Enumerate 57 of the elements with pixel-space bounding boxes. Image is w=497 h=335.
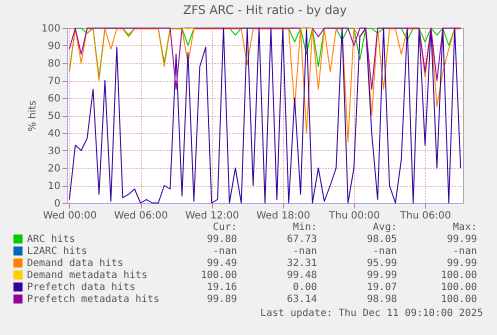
text: Cur:: [212, 222, 237, 233]
x-tick-label: Wed 06:00: [114, 210, 168, 222]
text: 98.05: [366, 234, 397, 245]
y-tick-label: 100: [41, 24, 60, 34]
y-axis-title: % hits: [27, 100, 38, 132]
x-tick-label: Wed 00:00: [42, 210, 97, 222]
text: 32.31: [286, 258, 317, 269]
text: Min:: [292, 222, 317, 233]
text: 0.00: [292, 282, 317, 293]
text: -nan: [452, 246, 477, 257]
y-tick-label: 60: [48, 94, 60, 104]
text: 100.00: [440, 270, 477, 281]
text: 67.73: [286, 234, 317, 245]
legend-label: Demand data hits: [27, 258, 124, 269]
text: 100.00: [440, 294, 477, 305]
y-tick-label: 20: [48, 164, 60, 174]
text: 100.00: [200, 270, 237, 281]
legend-label: Demand metadata hits: [27, 270, 148, 281]
text: Avg:: [372, 222, 397, 233]
y-tick-label: 0: [54, 198, 60, 210]
text: 99.49: [206, 258, 237, 269]
y-tick-label: 90: [48, 41, 60, 52]
y-tick-label: 70: [48, 76, 60, 87]
line-series: [68, 28, 462, 142]
text: -nan: [212, 246, 237, 257]
text: 19.16: [206, 282, 237, 293]
legend-label: ARC hits: [27, 234, 76, 245]
legend-label: Prefetch metadata hits: [27, 294, 160, 305]
text: -nan: [292, 246, 317, 257]
line-series: [68, 28, 462, 204]
text: 99.80: [206, 234, 237, 245]
text: 98.98: [366, 294, 397, 305]
text: 99.99: [446, 234, 477, 245]
x-tick-label: Thu 06:00: [399, 210, 451, 222]
text: 100.00: [440, 282, 477, 293]
text: 19.07: [366, 282, 397, 293]
legend-label: L2ARC hits: [27, 246, 88, 257]
y-tick-label: 80: [48, 58, 60, 70]
text: Max:: [452, 222, 477, 233]
y-tick-label: 10: [48, 181, 60, 192]
y-tick-label: 30: [48, 146, 60, 157]
text: 99.99: [446, 258, 477, 269]
text: 99.99: [366, 270, 397, 281]
line-series: [68, 28, 462, 90]
text: 99.48: [286, 270, 317, 281]
x-tick-label: Thu 00:00: [328, 210, 380, 222]
text: 99.89: [206, 294, 237, 305]
text: 63.14: [286, 294, 317, 305]
x-tick-label: Wed 12:00: [185, 210, 240, 222]
y-tick-label: 40: [48, 128, 60, 140]
text: -nan: [372, 246, 397, 257]
y-tick-label: 50: [48, 111, 60, 122]
chart-title: ZFS ARC - Hit ratio - by day: [183, 3, 347, 17]
legend-label: Prefetch data hits: [27, 282, 136, 293]
text: 95.99: [366, 258, 397, 269]
text: Last update: Thu Dec 11 09:10:00 2025: [260, 308, 483, 319]
x-tick-label: Wed 18:00: [256, 210, 310, 222]
